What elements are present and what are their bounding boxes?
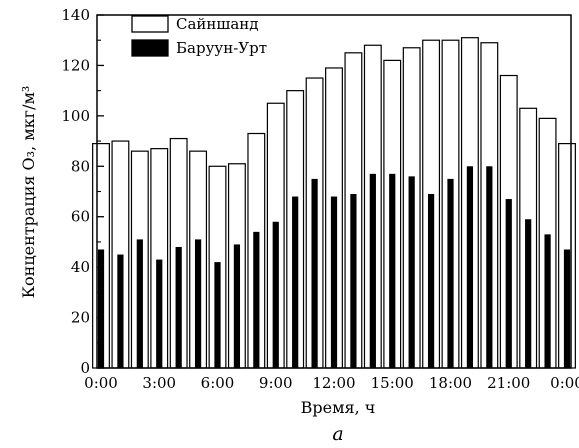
x-tick-label: 3:00 (142, 374, 176, 392)
x-tick-label: 18:00 (429, 374, 472, 392)
bar-baruun-urt (563, 249, 571, 368)
bar-baruun-urt (486, 166, 493, 368)
y-tick-label: 120 (61, 56, 90, 74)
x-tick-label: 9:00 (259, 374, 293, 392)
y-tick-label: 0 (80, 359, 90, 377)
bar-baruun-urt (136, 239, 143, 368)
bar-baruun-urt (253, 231, 260, 368)
legend-label-baruun-urt: Баруун-Урт (176, 39, 267, 57)
legend-swatch-sainshand (131, 15, 169, 33)
figure-caption: а (332, 423, 343, 445)
baruun-urt-bars (97, 166, 571, 368)
bar-baruun-urt (389, 173, 396, 368)
bar-baruun-urt (175, 246, 182, 368)
bar-baruun-urt (544, 234, 551, 368)
x-tick-label: 21:00 (487, 374, 530, 392)
bar-baruun-urt (214, 262, 221, 368)
y-tick-label: 100 (61, 107, 90, 125)
bar-baruun-urt (233, 244, 241, 368)
bar-baruun-urt (272, 221, 279, 368)
bar-baruun-urt (525, 219, 532, 368)
bar-baruun-urt (408, 176, 415, 368)
bar-baruun-urt (330, 196, 338, 368)
x-tick-label: 0:00 (550, 374, 579, 392)
bar-baruun-urt (292, 196, 299, 368)
y-tick-label: 40 (71, 258, 90, 276)
bar-baruun-urt (311, 178, 318, 368)
y-axis-ticks: 0 20 40 60 80 100 120 140 (61, 6, 104, 377)
bar-baruun-urt (97, 249, 105, 368)
x-tick-label: 12:00 (312, 374, 355, 392)
legend-swatch-baruun-urt (131, 39, 169, 57)
x-tick-label: 15:00 (371, 374, 414, 392)
bar-baruun-urt (156, 259, 163, 368)
y-tick-label: 80 (71, 157, 90, 175)
bar-baruun-urt (466, 166, 474, 368)
x-axis-label: Время, ч (301, 398, 376, 417)
bar-baruun-urt (505, 199, 512, 368)
y-axis-label: Концентрация O₃, мкг/м³ (19, 86, 38, 299)
bar-baruun-urt (194, 239, 202, 368)
y-tick-label: 140 (61, 6, 90, 24)
x-tick-label: 6:00 (201, 374, 235, 392)
bar-baruun-urt (427, 194, 435, 368)
legend-label-sainshand: Сайншанд (176, 15, 259, 33)
y-tick-label: 20 (71, 309, 90, 327)
legend: Сайншанд Баруун-Урт (131, 15, 267, 57)
bar-baruun-urt (117, 254, 124, 368)
bar-baruun-urt (369, 173, 376, 368)
bar-baruun-urt (447, 178, 454, 368)
y-tick-label: 60 (71, 208, 90, 226)
bar-baruun-urt (350, 194, 357, 368)
x-tick-label: 0:00 (84, 374, 118, 392)
x-axis-ticks: 0:00 3:00 6:00 9:00 12:00 15:00 18:00 21:00 0:00 (84, 361, 579, 392)
